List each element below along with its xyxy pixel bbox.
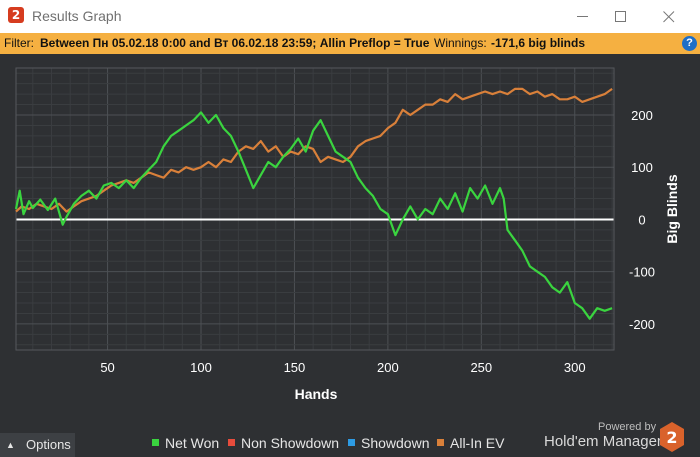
- options-label: Options: [26, 437, 71, 452]
- y-tick-label: 0: [638, 212, 645, 227]
- legend-label: Showdown: [361, 435, 430, 451]
- powered-by-text: Powered by: [598, 421, 657, 433]
- minimize-icon: [577, 16, 588, 17]
- legend-label: All-In EV: [450, 435, 505, 451]
- y-tick-label: -100: [629, 265, 655, 280]
- x-axis-label: Hands: [295, 386, 338, 402]
- close-icon: [663, 11, 675, 23]
- results-chart: 50 100 150 200 250 300 -200 -100 0 100 200 Hands B…: [14, 67, 680, 402]
- legend-swatch: [437, 439, 444, 446]
- x-tick-label: 300: [564, 360, 586, 375]
- y-tick-label: 100: [631, 160, 653, 175]
- window-title: Results Graph: [32, 8, 122, 24]
- y-tick-label: 200: [631, 108, 653, 123]
- legend-item-net-won[interactable]: Net Won: [152, 434, 219, 452]
- legend-item-non-showdown[interactable]: Non Showdown: [228, 434, 339, 452]
- filter-bar: Filter: Between Пн 05.02.18 0:00 and Вт …: [0, 33, 700, 54]
- x-tick-label: 50: [100, 360, 114, 375]
- maximize-button[interactable]: [598, 0, 644, 33]
- close-button[interactable]: [646, 0, 692, 33]
- x-tick-label: 200: [377, 360, 399, 375]
- legend-swatch: [152, 439, 159, 446]
- chart-ticks: 50 100 150 200 250 300 -200 -100 0 100 200: [100, 108, 655, 375]
- help-icon[interactable]: ?: [682, 36, 697, 51]
- maximize-icon: [615, 11, 626, 22]
- legend-label: Net Won: [165, 435, 220, 451]
- legend-swatch: [348, 439, 355, 446]
- winnings-label: Winnings:: [434, 36, 487, 50]
- brand-logo-icon: 2: [660, 422, 684, 452]
- y-axis-label: Big Blinds: [664, 174, 680, 243]
- brand-name: Hold'em Manager: [544, 433, 662, 450]
- y-tick-label: -200: [629, 317, 655, 332]
- winnings-value: -171,6 big blinds: [491, 36, 586, 50]
- app-logo-icon: 2: [8, 7, 24, 23]
- legend-label: Non Showdown: [241, 435, 340, 451]
- x-tick-label: 150: [284, 360, 306, 375]
- series-line-net-won: [14, 111, 613, 320]
- minimize-button[interactable]: [560, 0, 606, 33]
- options-button[interactable]: ▲ Options: [0, 433, 75, 457]
- filter-text: Between Пн 05.02.18 0:00 and Вт 06.02.18…: [40, 36, 430, 50]
- chevron-up-icon: ▲: [6, 440, 15, 450]
- filter-label: Filter:: [4, 36, 34, 50]
- legend-swatch: [228, 439, 235, 446]
- series-line-all-in-ev: [15, 87, 613, 213]
- x-tick-label: 100: [190, 360, 212, 375]
- legend-item-allin-ev[interactable]: All-In EV: [437, 434, 504, 452]
- chart-grid: [16, 68, 614, 350]
- x-tick-label: 250: [470, 360, 492, 375]
- brand-logo-glyph: 2: [666, 428, 677, 447]
- title-bar: 2 Results Graph: [0, 0, 700, 33]
- legend-item-showdown[interactable]: Showdown: [348, 434, 430, 452]
- chart-series: [14, 87, 613, 320]
